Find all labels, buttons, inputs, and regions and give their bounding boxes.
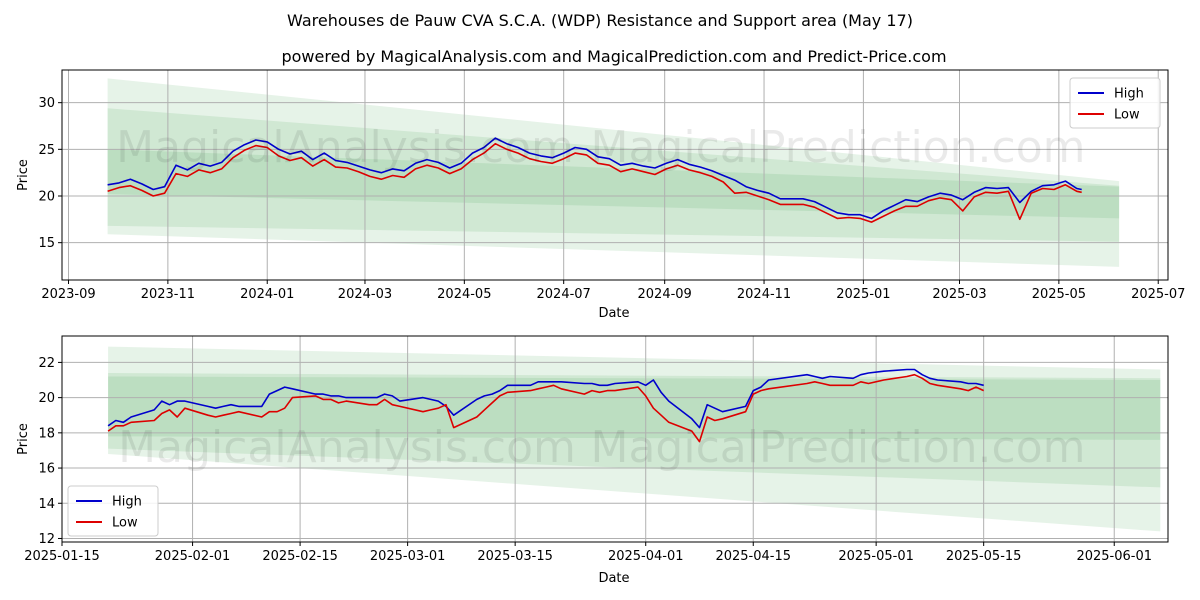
x-tick-label: 2024-01 xyxy=(240,287,294,302)
y-tick-label: 20 xyxy=(38,391,55,406)
x-tick-label: 2025-03 xyxy=(932,287,986,302)
x-tick-label: 2025-02-15 xyxy=(262,549,338,564)
top-xlabel: Date xyxy=(598,306,629,321)
x-tick-label: 2025-03-01 xyxy=(370,549,446,564)
watermark-right: MagicalPrediction.com xyxy=(591,122,1086,173)
y-tick-label: 22 xyxy=(38,356,55,371)
legend-label-high: High xyxy=(112,495,142,510)
top-plot-frame xyxy=(61,69,1169,281)
x-tick-label: 2024-07 xyxy=(537,287,591,302)
legend-box xyxy=(1069,77,1161,129)
x-tick-label: 2025-05-15 xyxy=(946,549,1022,564)
x-tick-label: 2025-03-15 xyxy=(477,549,553,564)
legend-label-low: Low xyxy=(1114,108,1140,123)
x-tick-label: 2024-03 xyxy=(338,287,392,302)
watermark-left-bottom: MagicalAnalysis.com xyxy=(118,422,576,473)
y-tick-label: 30 xyxy=(38,96,55,111)
y-tick-label: 16 xyxy=(38,462,55,477)
bottom-panel: MagicalAnalysis.com MagicalPrediction.co… xyxy=(16,335,1169,586)
bottom-ylabel: Price xyxy=(16,423,31,455)
y-tick-label: 25 xyxy=(38,143,55,158)
band-0 xyxy=(108,346,1161,532)
series-line-high xyxy=(107,368,984,429)
band-1 xyxy=(108,372,1161,440)
x-tick-label: 2025-05 xyxy=(1032,287,1086,302)
legend-label-high: High xyxy=(1114,87,1144,102)
chart-title: Warehouses de Pauw CVA S.C.A. (WDP) Resi… xyxy=(287,11,913,30)
x-tick-label: 2025-06-01 xyxy=(1076,549,1152,564)
y-tick-label: 20 xyxy=(38,190,55,205)
band-1 xyxy=(107,108,1120,219)
top-legend: High Low xyxy=(1069,77,1161,129)
x-tick-label: 2024-11 xyxy=(737,287,791,302)
x-tick-label: 2025-07 xyxy=(1131,287,1185,302)
x-tick-label: 2023-09 xyxy=(41,287,95,302)
x-tick-label: 2024-05 xyxy=(437,287,491,302)
watermark-left: MagicalAnalysis.com xyxy=(116,122,574,173)
bottom-xlabel: Date xyxy=(598,571,629,586)
series-line-low xyxy=(107,142,1082,223)
y-tick-label: 15 xyxy=(38,236,55,251)
chart-subtitle: powered by MagicalAnalysis.com and Magic… xyxy=(281,47,946,66)
series-line-high xyxy=(107,137,1082,220)
top-ylabel: Price xyxy=(16,159,31,191)
x-tick-label: 2023-11 xyxy=(141,287,195,302)
y-tick-label: 18 xyxy=(38,426,55,441)
x-tick-label: 2025-01 xyxy=(836,287,890,302)
bottom-legend: High Low xyxy=(67,485,159,537)
x-tick-label: 2024-09 xyxy=(638,287,692,302)
x-tick-label: 2025-05-01 xyxy=(838,549,914,564)
x-tick-label: 2025-02-01 xyxy=(155,549,231,564)
watermark-right-bottom: MagicalPrediction.com xyxy=(591,422,1086,473)
series-line-low xyxy=(107,373,985,443)
x-tick-label: 2025-04-01 xyxy=(608,549,684,564)
x-tick-label: 2025-04-15 xyxy=(715,549,791,564)
y-tick-label: 14 xyxy=(38,497,55,512)
y-tick-label: 12 xyxy=(38,532,55,547)
legend-label-low: Low xyxy=(112,516,138,531)
bottom-plot-frame xyxy=(61,335,1169,543)
top-panel: MagicalAnalysis.com MagicalPrediction.co… xyxy=(16,69,1185,321)
legend-box xyxy=(67,485,159,537)
x-tick-label: 2025-01-15 xyxy=(24,549,100,564)
